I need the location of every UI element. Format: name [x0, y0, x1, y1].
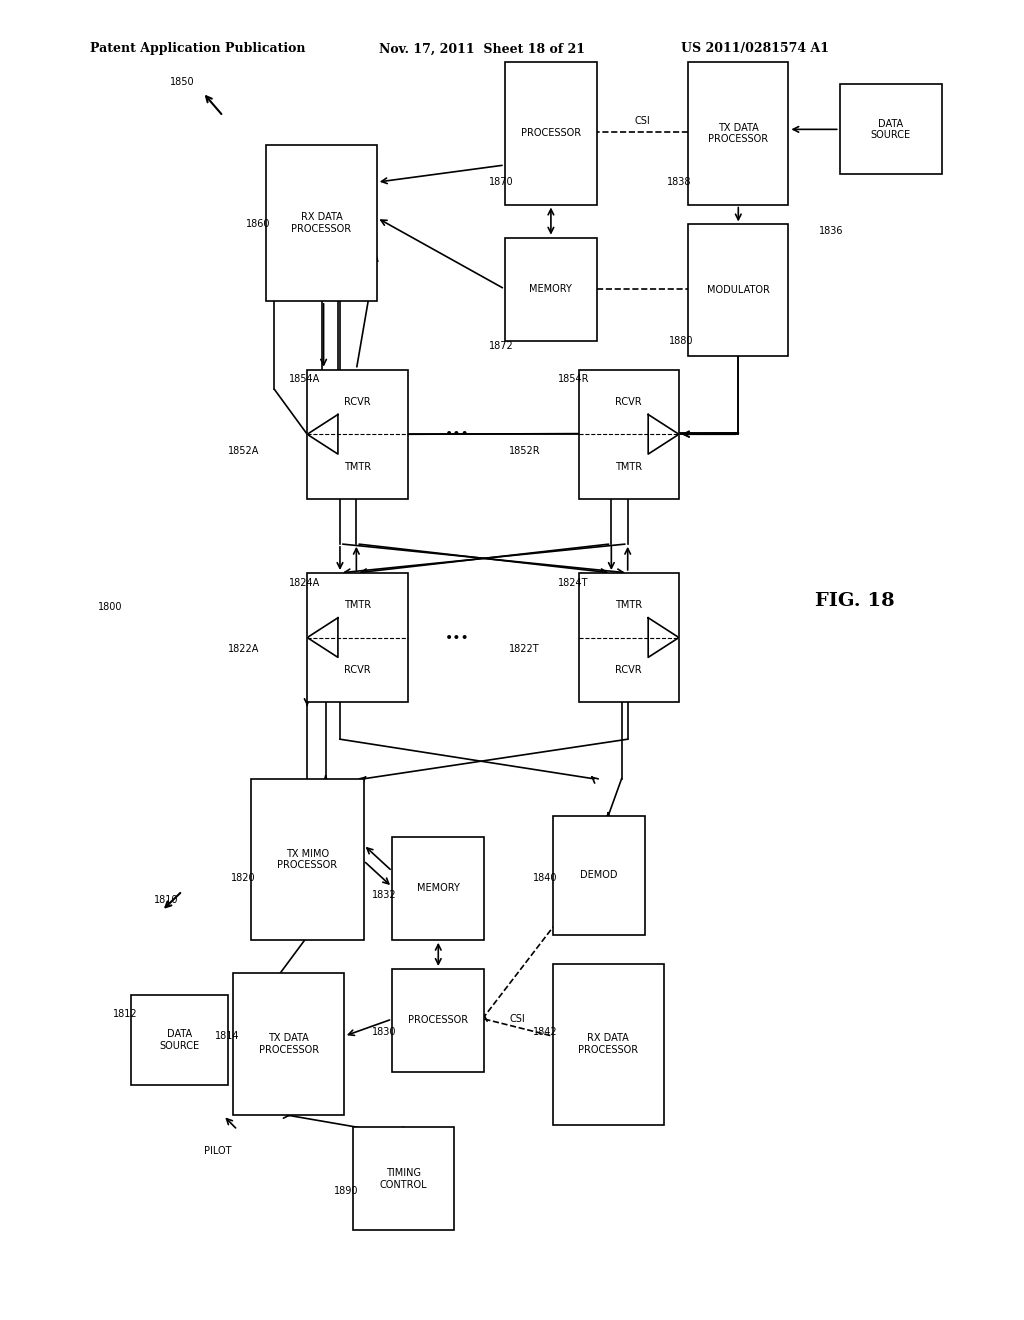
- Text: 1830: 1830: [372, 1027, 396, 1038]
- Text: •••: •••: [445, 428, 470, 441]
- Text: RX DATA
PROCESSOR: RX DATA PROCESSOR: [579, 1034, 638, 1055]
- Bar: [233, 973, 344, 1115]
- Bar: [131, 995, 228, 1085]
- Bar: [392, 837, 484, 940]
- Polygon shape: [307, 414, 338, 454]
- Text: TMTR: TMTR: [615, 462, 642, 471]
- Text: MEMORY: MEMORY: [417, 883, 460, 894]
- Text: 1872: 1872: [489, 341, 514, 351]
- Text: 1870: 1870: [489, 177, 514, 187]
- Text: 1800: 1800: [98, 602, 123, 612]
- Text: RCVR: RCVR: [615, 397, 642, 407]
- Text: 1880: 1880: [669, 335, 693, 346]
- Text: RCVR: RCVR: [344, 665, 371, 675]
- Text: 1812: 1812: [113, 1008, 137, 1019]
- Bar: [688, 224, 788, 356]
- Text: 1820: 1820: [231, 873, 256, 883]
- Text: DATA
SOURCE: DATA SOURCE: [160, 1030, 200, 1051]
- Text: •••: •••: [445, 631, 470, 644]
- Text: 1814: 1814: [215, 1031, 240, 1041]
- Text: PROCESSOR: PROCESSOR: [521, 128, 581, 139]
- Text: CSI: CSI: [634, 116, 650, 127]
- Text: TX MIMO
PROCESSOR: TX MIMO PROCESSOR: [278, 849, 337, 870]
- Bar: [353, 1127, 454, 1230]
- Text: 1810: 1810: [154, 895, 178, 906]
- Text: RCVR: RCVR: [615, 665, 642, 675]
- Text: DEMOD: DEMOD: [581, 870, 617, 880]
- Bar: [266, 145, 377, 301]
- Text: FIG. 18: FIG. 18: [815, 591, 895, 610]
- Text: 1852R: 1852R: [509, 446, 540, 457]
- Text: TMTR: TMTR: [615, 601, 642, 610]
- Text: 1838: 1838: [667, 177, 691, 187]
- Bar: [505, 238, 597, 341]
- Text: 1840: 1840: [532, 873, 557, 883]
- Text: RX DATA
PROCESSOR: RX DATA PROCESSOR: [292, 213, 351, 234]
- Text: 1842: 1842: [532, 1027, 557, 1038]
- Text: 1854A: 1854A: [289, 374, 319, 384]
- Text: MEMORY: MEMORY: [529, 284, 572, 294]
- Text: 1860: 1860: [246, 219, 270, 230]
- Bar: [392, 969, 484, 1072]
- Text: TMTR: TMTR: [344, 601, 371, 610]
- Text: 1890: 1890: [334, 1185, 358, 1196]
- Polygon shape: [648, 414, 679, 454]
- Text: DATA
SOURCE: DATA SOURCE: [870, 119, 911, 140]
- Bar: [840, 84, 942, 174]
- Polygon shape: [648, 618, 679, 657]
- Text: TX DATA
PROCESSOR: TX DATA PROCESSOR: [709, 123, 768, 144]
- Text: 1850: 1850: [170, 77, 195, 87]
- Text: US 2011/0281574 A1: US 2011/0281574 A1: [681, 42, 829, 55]
- Bar: [579, 370, 679, 499]
- Bar: [553, 816, 645, 935]
- Text: CSI: CSI: [509, 1014, 525, 1024]
- Text: MODULATOR: MODULATOR: [707, 285, 770, 296]
- Text: TIMING
CONTROL: TIMING CONTROL: [380, 1168, 427, 1189]
- Text: 1832: 1832: [372, 890, 396, 900]
- Bar: [307, 370, 408, 499]
- Text: 1822A: 1822A: [228, 644, 259, 655]
- Text: RCVR: RCVR: [344, 397, 371, 407]
- Text: TMTR: TMTR: [344, 462, 371, 471]
- Bar: [553, 964, 664, 1125]
- Text: 1822T: 1822T: [509, 644, 540, 655]
- Text: Nov. 17, 2011  Sheet 18 of 21: Nov. 17, 2011 Sheet 18 of 21: [379, 42, 585, 55]
- Text: PILOT: PILOT: [205, 1146, 231, 1156]
- Text: Patent Application Publication: Patent Application Publication: [90, 42, 305, 55]
- Text: 1824A: 1824A: [289, 578, 319, 589]
- Text: 1836: 1836: [819, 226, 844, 236]
- Polygon shape: [307, 618, 338, 657]
- Bar: [251, 779, 364, 940]
- Text: 1824T: 1824T: [558, 578, 589, 589]
- Bar: [579, 573, 679, 702]
- Bar: [307, 573, 408, 702]
- Text: 1854R: 1854R: [558, 374, 589, 384]
- Text: 1852A: 1852A: [228, 446, 259, 457]
- Bar: [688, 62, 788, 205]
- Bar: [505, 62, 597, 205]
- Text: TX DATA
PROCESSOR: TX DATA PROCESSOR: [259, 1034, 318, 1055]
- Text: PROCESSOR: PROCESSOR: [409, 1015, 468, 1026]
